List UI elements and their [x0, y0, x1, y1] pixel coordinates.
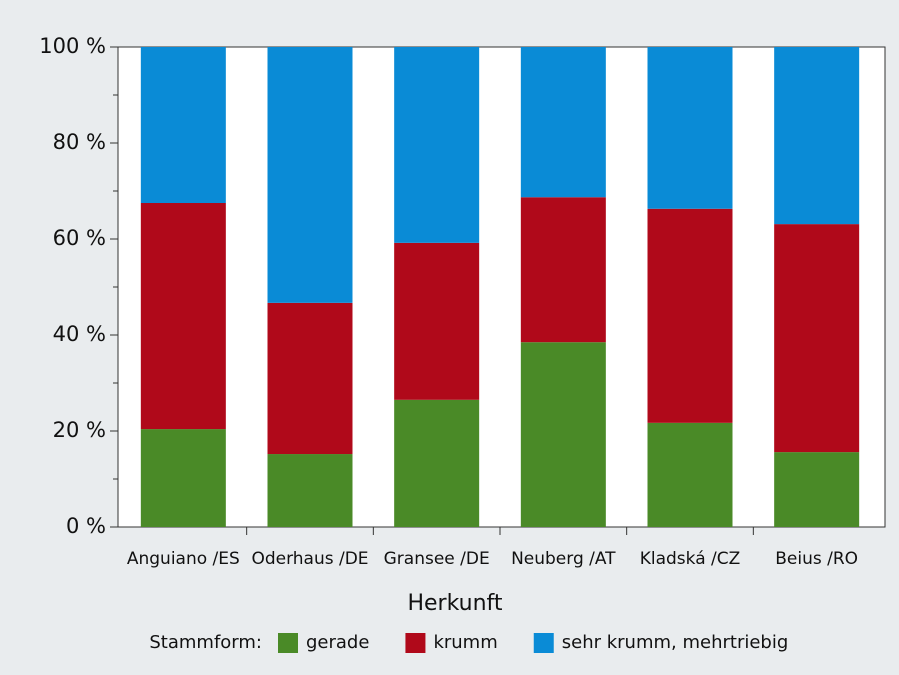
- legend-label: sehr krumm, mehrtriebig: [562, 632, 789, 653]
- y-tick-label: 40 %: [53, 322, 106, 346]
- legend-swatch: [278, 633, 298, 653]
- bar-segment: [520, 47, 606, 198]
- legend-swatch: [533, 633, 554, 653]
- bar-segment: [774, 47, 860, 225]
- x-tick-label: Neuberg /AT: [511, 549, 616, 569]
- x-tick-label: Gransee /DE: [384, 549, 490, 569]
- bar-segment: [394, 47, 480, 243]
- x-tick-label: Anguiano /ES: [127, 549, 240, 569]
- x-tick-label: Oderhaus /DE: [251, 549, 368, 569]
- y-tick-label: 80 %: [53, 130, 106, 154]
- legend-label: gerade: [306, 632, 369, 653]
- bar-segment: [267, 302, 353, 455]
- legend-title: Stammform:: [149, 632, 262, 653]
- x-axis-label: Herkunft: [407, 591, 502, 616]
- bar-segment: [647, 208, 733, 423]
- legend-label: krumm: [433, 632, 497, 653]
- bar-segment: [647, 47, 733, 209]
- y-tick-label: 0 %: [66, 514, 106, 538]
- bar-segment: [140, 47, 226, 203]
- bar-segment: [774, 452, 860, 527]
- bar-segment: [267, 47, 353, 303]
- bar-segment: [394, 399, 480, 527]
- x-tick-label: Beius /RO: [775, 549, 858, 569]
- bar-segment: [647, 422, 733, 527]
- plot-area: [117, 46, 886, 528]
- y-tick-label: 20 %: [53, 418, 106, 442]
- x-tick-label: Kladská /CZ: [640, 549, 741, 569]
- y-tick-label: 60 %: [53, 226, 106, 250]
- bar-segment: [520, 342, 606, 527]
- bar-segment: [140, 203, 226, 430]
- bar-segment: [520, 197, 606, 343]
- bar-segment: [774, 224, 860, 453]
- bar-segment: [267, 454, 353, 527]
- legend-swatch: [405, 633, 426, 653]
- bar-segment: [394, 242, 480, 400]
- y-tick-label: 100 %: [39, 34, 106, 58]
- bar-segment: [140, 429, 226, 527]
